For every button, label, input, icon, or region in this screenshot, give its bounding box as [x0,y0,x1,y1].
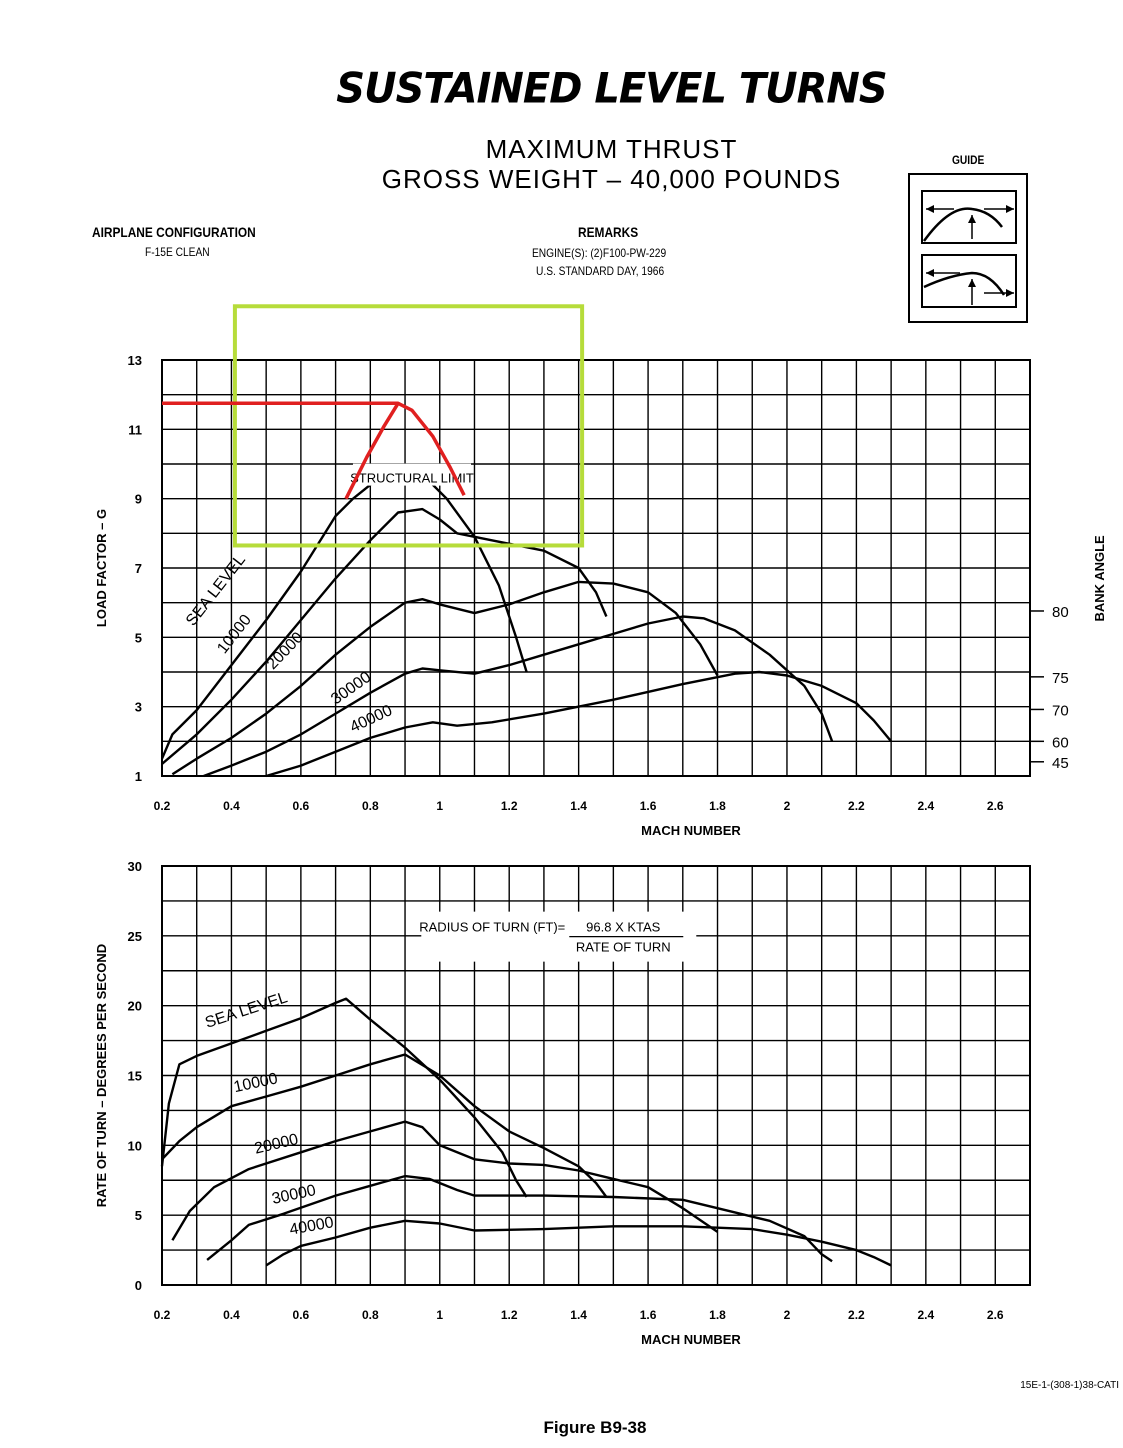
config-label: AIRPLANE CONFIGURATION [92,224,256,240]
x-tick-label: 0.4 [223,1308,240,1322]
figure-label: Figure B9-38 [543,1418,647,1437]
y-axis-label: LOAD FACTOR – G [94,509,109,627]
x-tick-label: 1.8 [709,799,726,813]
series-label: 10000 [214,612,255,658]
y-tick-label: 10 [128,1138,142,1153]
x-tick-label: 2.6 [987,799,1004,813]
series-line [171,580,719,776]
x-tick-label: 0.8 [362,799,379,813]
y-tick-label: 0 [135,1278,142,1293]
x-tick-label: 2 [784,1308,791,1322]
y-tick-label: 25 [128,929,142,944]
plot-frame [161,865,1031,1286]
x-tick-label: 2.2 [848,1308,865,1322]
y-tick-label: 5 [135,630,142,645]
y-tick-label: 5 [135,1208,142,1223]
formula-left: RADIUS OF TURN (FT)= [419,920,565,935]
y-tick-label: 3 [135,700,142,715]
figure-code: 15E-1-(308-1)38-CATI [1020,1380,1119,1391]
bank-angle-label: 60 [1052,734,1069,751]
series-line [160,997,528,1198]
x-tick-label: 2.6 [987,1308,1004,1322]
rate-of-turn-chart: 0.2 0.4 0.6 0.8 1 1.2 1.4 1.6 1.8 2 2.2 2.4 2.6 0 5 10 1… [94,859,1031,1347]
y-tick-label: 11 [128,422,142,437]
x-tick-label: 1.4 [570,799,587,813]
x-tick-label: 1.8 [709,1308,726,1322]
series-line [171,1120,719,1241]
series-label: SEA LEVEL [203,989,290,1032]
highlight-line [162,401,466,496]
highlight-box [232,304,585,548]
x-axis-label: MACH NUMBER [641,1332,741,1347]
y-tick-label: 7 [135,561,142,576]
remarks-engine: ENGINE(S): (2)F100-PW-229 [532,246,667,260]
y-tick-label: 1 [135,769,142,784]
formula-denominator: RATE OF TURN [576,940,671,955]
annotation-bg [352,463,472,486]
x-tick-label: 0.2 [154,799,171,813]
x-tick-label: 1.4 [570,1308,587,1322]
x-axis-label: MACH NUMBER [641,823,741,838]
series-line [203,615,834,778]
structural-limit-label: STRUCTURAL LIMIT [350,470,474,485]
x-tick-label: 0.6 [293,1308,310,1322]
series-line [206,1174,833,1263]
x-tick-label: 0.8 [362,1308,379,1322]
guide-icon [921,190,1017,308]
subtitle-weight: GROSS WEIGHT – 40,000 POUNDS [381,164,842,194]
load-factor-chart: 0.2 0.4 0.6 0.8 1 1.2 1.4 1.6 1.8 2 2.2 2.4 2.613579… [94,304,1107,838]
x-tick-label: 0.2 [154,1308,171,1322]
x-tick-label: 1.6 [640,1308,657,1322]
config-value: F-15E CLEAN [145,245,210,259]
series-label: 40000 [288,1214,335,1238]
remarks-label: REMARKS [578,224,639,240]
bank-angle-label: 75 [1052,670,1069,687]
x-tick-label: 2.4 [917,799,934,813]
y-axis-label: RATE OF TURN – DEGREES PER SECOND [94,944,109,1207]
x-tick-label: 2.4 [917,1308,934,1322]
y-tick-label: 9 [135,492,142,507]
x-tick-label: 1 [436,1308,443,1322]
x-tick-label: 0.6 [293,799,310,813]
remarks-day: U.S. STANDARD DAY, 1966 [536,264,665,278]
x-tick-label: 1.2 [501,1308,518,1322]
series-line [265,670,893,778]
x-tick-label: 1.2 [501,799,518,813]
x-tick-label: 1.6 [640,799,657,813]
series-line [160,466,528,760]
x-tick-label: 2.2 [848,799,865,813]
bank-angle-label: 80 [1052,604,1069,621]
y-tick-label: 15 [128,1069,142,1084]
guide-label: GUIDE [952,153,985,167]
formula-numerator: 96.8 X KTAS [586,920,661,935]
chart-title: SUSTAINED LEVEL TURNS [336,64,887,114]
highlight-line [344,402,400,500]
y-tick-label: 20 [128,999,142,1014]
bank-angle-axis-label: BANK ANGLE [1092,535,1107,622]
plot-frame [161,359,1031,777]
series-line [265,1219,892,1267]
guide-box [908,173,1028,323]
y-tick-label: 13 [128,353,142,368]
bank-angle-label: 70 [1052,702,1069,719]
series-label: 10000 [232,1070,279,1096]
x-tick-label: 0.4 [223,799,240,813]
bank-angle-label: 45 [1052,755,1069,772]
x-tick-label: 1 [436,799,443,813]
y-tick-label: 30 [128,859,142,874]
series-line [161,1053,608,1198]
subtitle-thrust: MAXIMUM THRUST [485,134,738,164]
x-tick-label: 2 [784,799,791,813]
series-line [161,507,608,765]
